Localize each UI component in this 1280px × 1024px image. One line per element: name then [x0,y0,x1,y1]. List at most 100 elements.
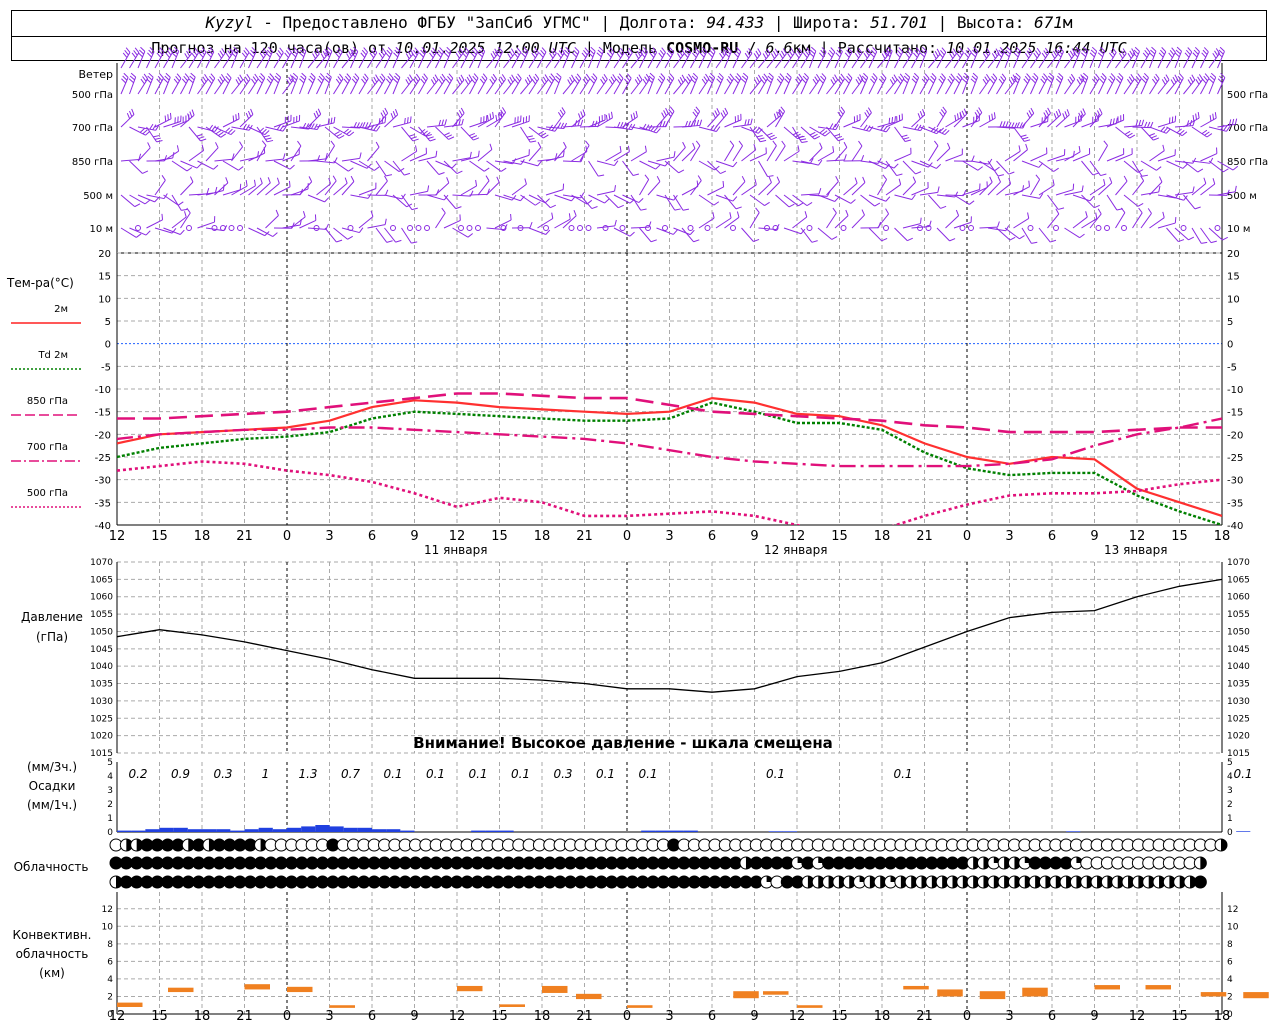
wind-barb-flag [238,166,244,171]
wind-barb-flag [200,78,205,85]
wind-barb-flag [456,79,461,85]
wind-barb-flag [844,78,850,84]
wind-barb [1149,150,1165,162]
wind-barb-flag [214,126,219,132]
wind-barb-flag [531,78,536,85]
wind-barb-flag [803,52,808,59]
wind-barb-flag [186,167,193,172]
wind-barb-flag [772,140,777,146]
wind-barb-flag [606,52,612,58]
wind-barb-flag [475,179,478,187]
wind-barb-flag [1097,208,1102,215]
wind-barb-flag [509,76,514,83]
cloud-symbol [1193,875,1207,889]
wind-barb [375,160,387,177]
wind-barb-flag [568,213,571,220]
wind-barb-flag [491,76,496,82]
wind-barb [724,119,742,128]
cloud-half [1086,876,1093,888]
wind-barb-flag [870,78,875,84]
wind-barb-flag [1174,52,1180,58]
wind-barb [486,181,500,196]
wind-barb-flag [492,111,495,119]
wind-barb-flag [1083,72,1089,78]
wind-barb-flag [802,75,808,81]
wind-barb [494,160,513,165]
wind-barb-flag [795,78,800,85]
pressure-tick-right: 1040 [1227,662,1250,672]
wind-barb-flag [1000,76,1005,82]
conv-x-tick: 3 [1005,1009,1013,1024]
wind-barb-flag [809,49,816,55]
wind-barb-flag [537,141,542,148]
wind-barb-flag [928,162,933,168]
wind-barb-flag [814,76,819,82]
wind-barb-flag [338,134,345,139]
precip-bar [1066,831,1081,832]
wind-barb-flag [1045,109,1050,116]
precip-tick-right: 1 [1227,814,1233,824]
cloud-half [828,876,835,888]
wind-barb-flag [674,208,681,211]
wind-barb-flag [1152,78,1157,85]
wind-barb-flag [161,213,164,220]
wind-barb-flag [165,72,171,78]
wind-calm-circle [220,225,226,231]
wind-barb-flag [1120,207,1126,213]
wind-barb-flag [528,74,533,81]
wind-barb-flag [738,140,743,147]
wind-barb-flag [437,49,443,55]
wind-barb [1149,181,1163,196]
wind-barb [265,215,279,229]
wind-barb-flag [1008,171,1015,175]
wind-barb [664,160,679,174]
wind-barb [962,160,979,171]
wind-barb-flag [198,136,205,140]
wind-barb-flag [972,72,978,78]
wind-barb-flag [290,78,296,84]
wind-barb-flag [837,78,842,85]
wind-barb [639,160,656,170]
wind-barb-flag [1171,47,1176,53]
wind-barb-flag [798,202,804,207]
wind-barb [1123,160,1139,173]
lat-value: 51.701 [870,13,928,32]
wind-barb-flag [908,47,913,53]
wind-barb-flag [1217,78,1223,84]
wind-barb-flag [752,126,758,132]
temp-x-tick: 9 [750,529,758,544]
wind-barb [639,126,657,134]
wind-barb [622,116,638,128]
wind-barb [1030,153,1048,162]
wind-barb-flag [563,122,568,129]
temp-tick-right: -20 [1227,430,1243,441]
wind-barb [681,148,696,162]
conv-label-1: Конвективн. [13,928,92,942]
temp-series-0 [117,396,1222,517]
wind-barb [698,160,715,171]
wind-barb-flag [1144,121,1148,128]
wind-barb-flag [940,109,946,115]
wind-barb-flag [252,76,258,82]
wind-calm-circle [968,225,974,231]
conv-cloud-block [1094,985,1120,990]
wind-barb-flag [565,46,571,52]
wind-barb [588,160,599,177]
conv-tick-left: 8 [107,940,113,950]
wind-barb [792,160,811,164]
wind-barb-flag [1052,179,1055,186]
wind-barb-flag [206,52,212,58]
conv-x-tick: 21 [576,1009,593,1024]
wind-barb [367,146,380,162]
wind-barb [1166,194,1184,201]
temp-legend-label: 850 гПа [27,396,68,407]
conv-x-tick: 6 [1048,1009,1056,1024]
temp-tick-right: 15 [1227,272,1240,283]
wind-barb [1115,153,1133,162]
pressure-tick-right: 1035 [1227,680,1250,690]
wind-barb-flag [409,116,412,123]
wind-barb-flag [457,50,462,57]
temp-tick-left: -20 [95,430,111,441]
conv-cloud-block [733,991,759,999]
wind-barb-flag [854,177,858,184]
